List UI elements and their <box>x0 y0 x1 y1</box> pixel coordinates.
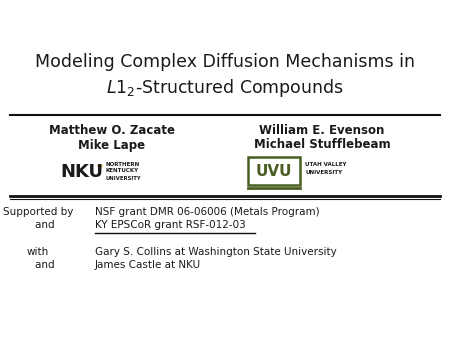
Bar <box>248 157 300 185</box>
Text: NSF grant DMR 06-06006 (Metals Program): NSF grant DMR 06-06006 (Metals Program) <box>95 207 320 217</box>
Text: Matthew O. Zacate: Matthew O. Zacate <box>49 123 175 137</box>
Text: Gary S. Collins at Washington State University: Gary S. Collins at Washington State Univ… <box>95 247 337 257</box>
Text: with: with <box>27 247 49 257</box>
Text: William E. Evenson: William E. Evenson <box>259 123 385 137</box>
Text: KENTUCKY: KENTUCKY <box>106 169 139 173</box>
Text: UNIVERSITY: UNIVERSITY <box>305 170 342 175</box>
Text: and: and <box>22 220 54 230</box>
Text: Supported by: Supported by <box>3 207 73 217</box>
Text: James Castle at NKU: James Castle at NKU <box>95 260 201 270</box>
Text: NORTHERN: NORTHERN <box>106 162 140 167</box>
Text: $\mathit{L}1_2$-Structured Compounds: $\mathit{L}1_2$-Structured Compounds <box>106 77 344 99</box>
Text: KY EPSCoR grant RSF-012-03: KY EPSCoR grant RSF-012-03 <box>95 220 246 230</box>
Text: UVU: UVU <box>256 164 292 178</box>
Text: Michael Stufflebeam: Michael Stufflebeam <box>254 139 390 151</box>
Text: UNIVERSITY: UNIVERSITY <box>106 175 142 180</box>
Text: Modeling Complex Diffusion Mechanisms in: Modeling Complex Diffusion Mechanisms in <box>35 53 415 71</box>
Text: Mike Lape: Mike Lape <box>78 139 145 151</box>
Text: UTAH VALLEY: UTAH VALLEY <box>305 163 346 168</box>
Text: NKU: NKU <box>60 163 103 181</box>
Text: and: and <box>22 260 54 270</box>
